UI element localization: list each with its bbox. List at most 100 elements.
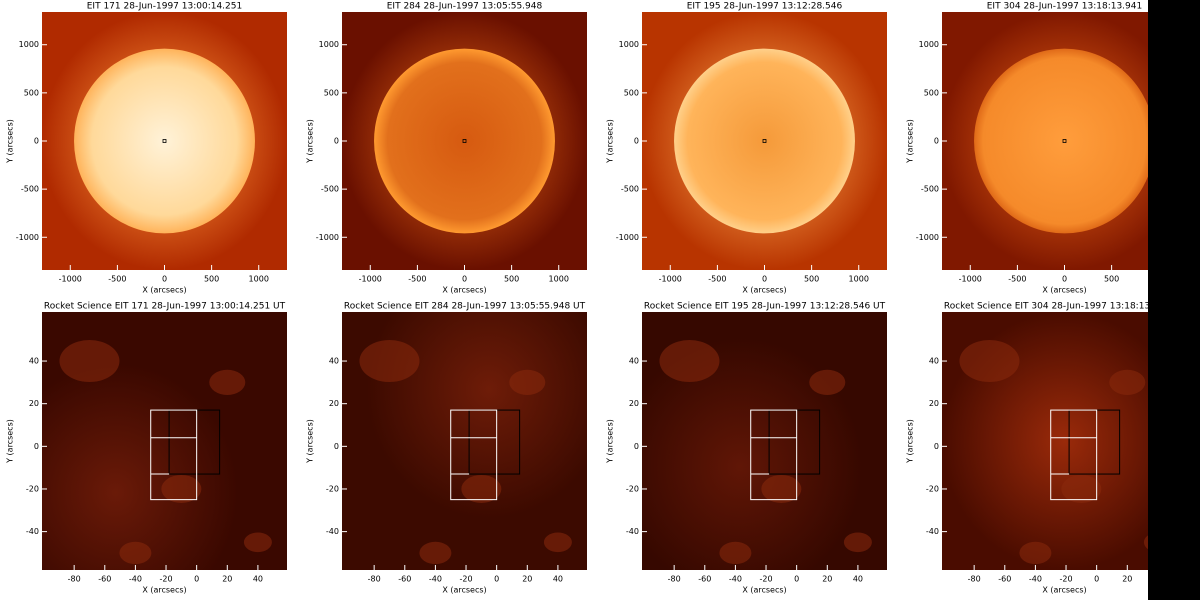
bright-patch — [1109, 369, 1146, 395]
bright-patch — [461, 474, 502, 503]
image — [642, 312, 887, 570]
y-axis-label: Y (arcsecs) — [6, 119, 15, 164]
y-axis-label: Y (arcsecs) — [906, 419, 915, 464]
x-tick-label: 0 — [1062, 275, 1067, 284]
x-tick-label: 500 — [204, 275, 219, 284]
y-tick-label: -1000 — [916, 233, 939, 242]
x-tick-label: 20 — [1122, 575, 1132, 584]
x-tick-label: -1000 — [359, 275, 382, 284]
x-tick-label: -80 — [668, 575, 681, 584]
x-axis-label: X (arcsecs) — [1042, 586, 1086, 595]
y-tick-label: 20 — [629, 399, 639, 408]
y-tick-label: 0 — [634, 137, 639, 146]
x-tick-label: 500 — [1104, 275, 1119, 284]
y-tick-label: 0 — [34, 137, 39, 146]
x-tick-label: 1000 — [549, 275, 569, 284]
x-tick-label: -500 — [408, 275, 426, 284]
x-tick-label: -40 — [129, 575, 142, 584]
x-tick-label: -20 — [459, 575, 472, 584]
bright-patch — [359, 340, 420, 383]
x-tick-label: 0 — [1094, 575, 1099, 584]
y-tick-label: 0 — [334, 137, 339, 146]
y-tick-label: 1000 — [919, 40, 939, 49]
x-tick-label: -60 — [398, 575, 411, 584]
y-tick-label: -20 — [326, 484, 339, 493]
x-tick-label: -500 — [1008, 275, 1026, 284]
x-tick-label: -500 — [708, 275, 726, 284]
sun-disk — [974, 48, 1155, 234]
bright-patch — [243, 532, 272, 553]
x-tick-label: -1000 — [959, 275, 982, 284]
center-mark — [762, 139, 767, 143]
image — [342, 12, 587, 270]
y-tick-label: 500 — [324, 88, 339, 97]
panel-title: Rocket Science EIT 284 28-Jun-1997 13:05… — [344, 302, 586, 312]
y-tick-label: 40 — [29, 357, 39, 366]
x-tick-label: 500 — [804, 275, 819, 284]
x-tick-label: 0 — [462, 275, 467, 284]
x-tick-label: 1000 — [849, 275, 869, 284]
fov-box — [750, 409, 798, 501]
bright-patch — [761, 474, 802, 503]
image — [42, 312, 287, 570]
bright-patch — [59, 340, 120, 383]
fov-box — [450, 409, 498, 501]
x-tick-label: 0 — [762, 275, 767, 284]
x-tick-label: -20 — [1059, 575, 1072, 584]
x-tick-label: -20 — [759, 575, 772, 584]
x-axis-label: X (arcsecs) — [442, 286, 486, 295]
x-tick-label: -1000 — [659, 275, 682, 284]
y-tick-label: -20 — [626, 484, 639, 493]
bright-patch — [509, 369, 546, 395]
image — [642, 12, 887, 270]
y-axis-label: Y (arcsecs) — [306, 419, 315, 464]
y-tick-label: 0 — [934, 137, 939, 146]
y-tick-label: -500 — [921, 185, 939, 194]
panel-title: EIT 195 28-Jun-1997 13:12:28.546 — [687, 2, 843, 12]
x-tick-label: 500 — [504, 275, 519, 284]
y-axis-label: Y (arcsecs) — [906, 119, 915, 164]
x-tick-label: -20 — [159, 575, 172, 584]
x-tick-label: 40 — [853, 575, 863, 584]
x-tick-label: 20 — [522, 575, 532, 584]
y-tick-label: -500 — [621, 185, 639, 194]
y-tick-label: 0 — [934, 442, 939, 451]
y-tick-label: -1000 — [16, 233, 39, 242]
bright-patch — [119, 541, 152, 565]
bright-patch — [1019, 541, 1052, 565]
x-tick-label: -500 — [108, 275, 126, 284]
y-tick-label: -40 — [626, 527, 639, 536]
x-axis-label: X (arcsecs) — [742, 586, 786, 595]
y-tick-label: 0 — [34, 442, 39, 451]
image — [342, 312, 587, 570]
y-tick-label: 1000 — [619, 40, 639, 49]
y-tick-label: -20 — [26, 484, 39, 493]
y-tick-label: 500 — [24, 88, 39, 97]
x-axis-label: X (arcsecs) — [1042, 286, 1086, 295]
x-tick-label: -1000 — [59, 275, 82, 284]
x-tick-label: -60 — [698, 575, 711, 584]
x-tick-label: 20 — [822, 575, 832, 584]
y-tick-label: 500 — [624, 88, 639, 97]
fov-box — [150, 409, 198, 501]
x-tick-label: -80 — [368, 575, 381, 584]
x-tick-label: 0 — [162, 275, 167, 284]
image — [42, 12, 287, 270]
image — [942, 12, 1187, 270]
x-tick-label: 1000 — [249, 275, 269, 284]
y-tick-label: 20 — [329, 399, 339, 408]
x-tick-label: -60 — [98, 575, 111, 584]
panel-title: Rocket Science EIT 304 28-Jun-1997 13:18… — [944, 302, 1186, 312]
center-mark — [1062, 139, 1067, 143]
x-tick-label: 40 — [553, 575, 563, 584]
bright-patch — [1061, 474, 1102, 503]
bright-patch — [659, 340, 720, 383]
bright-patch — [809, 369, 846, 395]
y-tick-label: -40 — [26, 527, 39, 536]
y-tick-label: 40 — [629, 357, 639, 366]
bright-patch — [419, 541, 452, 565]
y-tick-label: 20 — [929, 399, 939, 408]
panel-title: Rocket Science EIT 195 28-Jun-1997 13:12… — [644, 302, 886, 312]
y-tick-label: -1000 — [316, 233, 339, 242]
